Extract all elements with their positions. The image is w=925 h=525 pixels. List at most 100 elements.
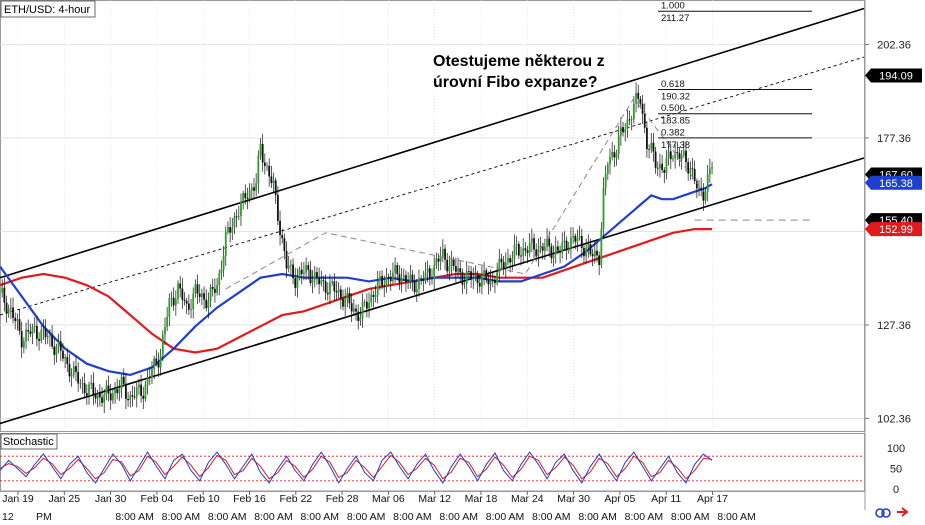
- annotation-line-1: Otestujeme některou z: [433, 53, 605, 70]
- candle-body: [711, 167, 713, 169]
- date-label: Apr 05: [604, 493, 635, 505]
- candle-body: [394, 265, 396, 273]
- candle-body: [263, 162, 266, 166]
- price-channel: [0, 7, 865, 425]
- candle-body: [513, 244, 516, 259]
- candle-body: [259, 143, 262, 156]
- time-label: 12: [2, 511, 14, 523]
- candle-body: [619, 127, 622, 136]
- candle-body: [309, 269, 312, 284]
- candle-body: [285, 250, 288, 269]
- candle-body: [708, 168, 711, 175]
- candle-body: [281, 235, 284, 239]
- candle-body: [646, 127, 648, 150]
- candle-body: [29, 331, 32, 334]
- candle-body: [496, 272, 499, 284]
- fib-price-label: 183.85: [661, 116, 690, 127]
- candle-body: [526, 250, 529, 253]
- candle-body: [378, 276, 381, 281]
- candle-body: [155, 358, 158, 363]
- candle-body: [470, 271, 472, 280]
- arrow-right-icon[interactable]: [897, 507, 909, 517]
- candle-body: [248, 190, 251, 199]
- candle-body: [554, 246, 557, 255]
- date-label: Jan 19: [2, 493, 34, 505]
- symbol-label-box: [0, 0, 96, 18]
- candle-body: [44, 328, 47, 338]
- candle-body: [654, 151, 657, 168]
- candle-body: [303, 272, 305, 274]
- candle-body: [374, 294, 377, 297]
- date-label: Feb 16: [233, 493, 266, 505]
- candle-body: [153, 358, 156, 369]
- fib-ratio-label: 1.000: [661, 1, 685, 12]
- candle-body: [704, 191, 707, 201]
- candle-body: [94, 394, 97, 399]
- price-tag-label: 165.38: [879, 178, 913, 190]
- candle-body: [561, 242, 564, 253]
- candle-body: [16, 319, 19, 322]
- candle-body: [559, 250, 561, 253]
- candle-body: [576, 237, 579, 242]
- candle-body: [698, 188, 700, 189]
- candle-body: [465, 271, 468, 284]
- candle-body: [148, 377, 151, 379]
- candle-body: [51, 335, 54, 347]
- candle-body: [439, 256, 442, 262]
- fib-price-label: 211.27: [661, 13, 689, 24]
- candle-body: [557, 246, 559, 251]
- candle-body: [55, 346, 58, 355]
- candle-body: [1, 287, 4, 293]
- date-label: Feb 10: [187, 493, 220, 505]
- candle-body: [120, 376, 123, 389]
- candle-body: [257, 155, 260, 184]
- date-label: Feb 04: [141, 493, 174, 505]
- candle-body: [552, 254, 555, 259]
- candle-body: [161, 334, 164, 356]
- candle-body: [298, 269, 301, 278]
- candle-body: [489, 279, 492, 285]
- candle-body: [418, 278, 420, 290]
- candle-body: [500, 258, 503, 263]
- candle-body: [90, 382, 93, 385]
- candle-body: [437, 258, 440, 262]
- candle-body: [687, 162, 690, 174]
- candle-body: [62, 350, 64, 359]
- fib-ratio-label: 0.500: [661, 103, 685, 114]
- candle-body: [411, 274, 414, 281]
- chart-link-icon[interactable]: [875, 508, 891, 518]
- candle-body: [535, 249, 538, 257]
- candle-body: [179, 283, 182, 289]
- candle-body: [220, 269, 223, 274]
- candle-body: [292, 264, 294, 279]
- time-axis: Jan 19 12 Jan 25 PM Jan 30 8:00 AM Feb 04 8:00 …: [0, 490, 865, 523]
- candle-body: [630, 119, 633, 120]
- candle-body: [170, 297, 173, 299]
- candle-body: [266, 165, 268, 167]
- candle-body: [289, 264, 292, 266]
- candle-body: [368, 302, 370, 309]
- candle-body: [216, 285, 218, 293]
- candle-body: [452, 259, 455, 266]
- candle-body: [407, 281, 410, 283]
- time-label: 8:00 AM: [254, 511, 293, 523]
- candle-body: [485, 270, 488, 281]
- candle-body: [88, 384, 90, 396]
- candle-body: [392, 272, 394, 282]
- candle-body: [14, 317, 17, 322]
- candle-body: [166, 316, 169, 328]
- candle-body: [177, 283, 179, 300]
- candle-body: [602, 187, 605, 230]
- stochastic-label-box: [0, 433, 58, 450]
- candle-body: [402, 275, 405, 279]
- candle-body: [224, 232, 227, 256]
- candle-body: [83, 383, 86, 394]
- candle-body: [227, 227, 229, 233]
- candle-body: [509, 257, 512, 263]
- date-label: Jan 25: [49, 493, 81, 505]
- candle-body: [463, 283, 466, 285]
- candle-body: [413, 280, 416, 293]
- candle-body: [626, 119, 629, 130]
- time-label: PM: [36, 511, 52, 523]
